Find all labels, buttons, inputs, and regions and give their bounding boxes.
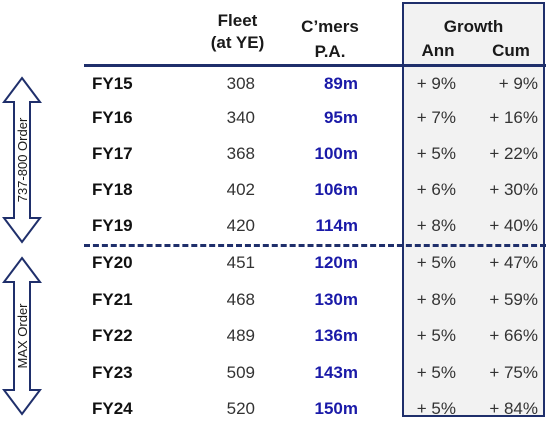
order-divider-rule (84, 244, 546, 247)
fleet-header-line2: (at YE) (210, 33, 265, 52)
cumulative-header: Cum (492, 41, 530, 60)
fiscal-year-cell: FY19 (92, 216, 133, 235)
annual-growth-cell: + 9% (416, 74, 456, 93)
table-row: FY19 420 114m + 8% + 40% (0, 208, 548, 244)
fiscal-year-cell: FY24 (92, 399, 133, 418)
upper-side-label: 737-800 Order (15, 117, 30, 202)
fleet-cell: 451 (226, 253, 255, 272)
customers-header-line1: C’mers (301, 17, 359, 36)
fiscal-year-cell: FY17 (92, 144, 133, 163)
table-row: FY22 489 136m + 5% + 66% (0, 318, 548, 354)
customers-header: C’mers P.A. (290, 16, 370, 63)
fiscal-year-cell: FY18 (92, 180, 133, 199)
table-row: FY24 520 150m + 5% + 84% (0, 391, 548, 427)
customers-cell: 143m (314, 363, 358, 382)
customers-cell: 136m (314, 326, 358, 345)
annual-growth-cell: + 8% (416, 216, 456, 235)
fleet-cell: 509 (226, 363, 255, 382)
fleet-cell: 340 (226, 108, 255, 127)
customers-header-line2: P.A. (314, 42, 346, 61)
table-row: FY20 451 120m + 5% + 47% (0, 245, 548, 281)
table-row: FY21 468 130m + 8% + 59% (0, 282, 548, 318)
cumulative-growth-cell: + 40% (489, 216, 538, 235)
cumulative-growth-cell: + 16% (489, 108, 538, 127)
annual-growth-cell: + 7% (416, 108, 456, 127)
customers-cell: 150m (314, 399, 358, 418)
fleet-cell: 489 (226, 326, 255, 345)
fleet-cell: 468 (226, 290, 255, 309)
annual-growth-cell: + 5% (416, 326, 456, 345)
table-row: FY15 308 89m + 9% + 9% (0, 66, 548, 102)
customers-cell: 95m (323, 108, 358, 127)
annual-growth-cell: + 5% (416, 363, 456, 382)
lower-side-label: MAX Order (15, 303, 30, 369)
fiscal-year-cell: FY16 (92, 108, 133, 127)
fiscal-year-cell: FY22 (92, 326, 133, 345)
table-row: FY23 509 143m + 5% + 75% (0, 355, 548, 391)
customers-cell: 114m (315, 216, 358, 235)
cumulative-growth-cell: + 47% (489, 253, 538, 272)
fleet-header-line1: Fleet (217, 11, 258, 30)
annual-growth-cell: + 6% (416, 180, 456, 199)
cumulative-growth-cell: + 59% (489, 290, 538, 309)
growth-header: Growth (443, 17, 504, 36)
customers-cell: 106m (314, 180, 358, 199)
table-row: FY16 340 95m + 7% + 16% (0, 100, 548, 136)
customers-cell: 130m (314, 290, 358, 309)
cumulative-growth-cell: + 66% (489, 326, 538, 345)
table-row: FY18 402 106m + 6% + 30% (0, 172, 548, 208)
fiscal-year-cell: FY15 (92, 74, 133, 93)
cumulative-growth-cell: + 22% (489, 144, 538, 163)
fleet-cell: 520 (226, 399, 255, 418)
lower-double-arrow-icon: MAX Order (2, 256, 42, 416)
customers-cell: 89m (323, 74, 358, 93)
cumulative-growth-cell: + 30% (489, 180, 538, 199)
upper-double-arrow-icon: 737-800 Order (2, 76, 42, 244)
cumulative-growth-cell: + 9% (498, 74, 538, 93)
fleet-cell: 308 (226, 74, 255, 93)
annual-growth-cell: + 5% (416, 399, 456, 418)
customers-cell: 100m (314, 144, 358, 163)
annual-growth-cell: + 5% (416, 253, 456, 272)
customers-cell: 120m (314, 253, 358, 272)
fiscal-year-cell: FY21 (92, 290, 133, 309)
annual-growth-cell: + 8% (416, 290, 456, 309)
annual-header: Ann (421, 41, 455, 60)
cumulative-growth-cell: + 84% (489, 399, 538, 418)
fiscal-year-cell: FY23 (92, 363, 133, 382)
header-rule (84, 64, 546, 67)
fleet-header: Fleet (at YE) (200, 10, 275, 54)
fleet-cell: 368 (226, 144, 255, 163)
annual-growth-cell: + 5% (416, 144, 456, 163)
fleet-cell: 420 (226, 216, 255, 235)
fleet-cell: 402 (226, 180, 255, 199)
growth-panel (402, 2, 545, 417)
fiscal-year-cell: FY20 (92, 253, 133, 272)
cumulative-growth-cell: + 75% (489, 363, 538, 382)
table-row: FY17 368 100m + 5% + 22% (0, 136, 548, 172)
